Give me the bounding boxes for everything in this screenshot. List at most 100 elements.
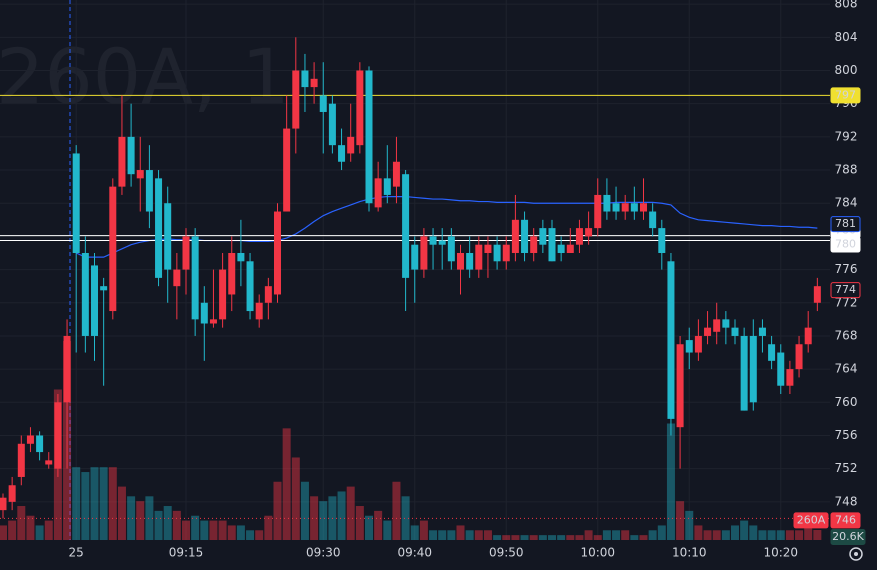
- volume-bar: [8, 520, 17, 540]
- volume-bar: [612, 530, 621, 540]
- price-badge-bg: [830, 87, 861, 104]
- volume-bar: [81, 472, 90, 540]
- candle-body: [200, 302, 208, 324]
- volume-bar: [200, 520, 209, 540]
- candle-body: [603, 194, 611, 212]
- candle-body: [45, 460, 53, 465]
- candle-body: [81, 252, 89, 336]
- candle-body: [612, 203, 620, 212]
- volume-bar: [712, 530, 721, 540]
- candle-body: [475, 244, 483, 270]
- candle-body: [228, 252, 236, 295]
- price-badge: 797: [835, 88, 856, 101]
- volume-bar: [776, 530, 785, 540]
- candle-body: [338, 145, 346, 162]
- volume-bar: [465, 530, 474, 540]
- candle-body: [722, 319, 730, 328]
- candle-body: [713, 319, 721, 332]
- volume-bar: [419, 520, 428, 540]
- x-tick-label: 10:00: [580, 546, 615, 560]
- candle-body: [136, 170, 144, 179]
- candle-body: [237, 252, 245, 262]
- candle-body: [127, 136, 135, 175]
- candle-body: [328, 103, 336, 146]
- volume-bar: [401, 496, 410, 540]
- candle-body: [365, 70, 373, 204]
- candle-body: [575, 228, 583, 245]
- y-tick-label: 764: [835, 362, 858, 376]
- volume-bar: [163, 506, 172, 540]
- candle-body: [521, 219, 529, 253]
- candle-body: [63, 335, 71, 403]
- last-price-badge: 774: [835, 283, 856, 296]
- y-tick-label: 808: [835, 0, 858, 11]
- volume-bar: [99, 467, 108, 540]
- volume-bar: [639, 535, 648, 540]
- volume-bar: [117, 486, 126, 540]
- volume-bar: [602, 530, 611, 540]
- candle-body: [255, 302, 263, 320]
- vwap-badge: 781: [835, 217, 856, 230]
- candle-body: [310, 78, 318, 88]
- candle-body: [548, 228, 556, 262]
- volume-bar: [767, 530, 776, 540]
- volume-bar: [483, 530, 492, 540]
- x-tick-label: 09:50: [489, 546, 524, 560]
- candle-body: [585, 228, 593, 237]
- x-tick-label: 25: [69, 546, 84, 560]
- x-tick-label: 09:30: [306, 546, 341, 560]
- candle-body: [420, 236, 428, 270]
- candle-body: [429, 236, 437, 245]
- volume-bar: [264, 515, 273, 540]
- volume-bar: [584, 530, 593, 540]
- watermark: 260A, 1: [0, 32, 290, 121]
- volume-bar: [502, 535, 511, 540]
- candle-body: [649, 211, 657, 229]
- volume-bar: [209, 520, 218, 540]
- candle-body: [72, 153, 80, 253]
- compare-badge: 746: [835, 513, 856, 526]
- volume-bar: [749, 525, 758, 540]
- candle-body: [8, 485, 16, 502]
- volume-bar: [456, 525, 465, 540]
- y-tick-label: 804: [835, 30, 858, 44]
- volume-bar: [246, 530, 255, 540]
- candle-body: [292, 70, 300, 129]
- candle-body: [91, 265, 98, 336]
- volume-bar: [621, 530, 630, 540]
- settings-icon[interactable]: [849, 547, 863, 561]
- volume-bar: [694, 525, 703, 540]
- y-tick-label: 776: [835, 262, 858, 276]
- candle-body: [630, 203, 638, 212]
- x-tick-label: 10:20: [763, 546, 798, 560]
- candle-body: [685, 340, 693, 353]
- y-tick-label: 800: [835, 63, 858, 77]
- x-tick-label: 09:15: [169, 546, 204, 560]
- volume-bar: [804, 525, 813, 540]
- volume-bar: [795, 530, 804, 540]
- candle-body: [749, 335, 757, 403]
- volume-bar: [17, 506, 26, 540]
- candle-body: [813, 286, 821, 303]
- candle-body: [283, 128, 291, 212]
- volume-bar: [511, 535, 520, 540]
- volume-bar: [703, 530, 712, 540]
- candle-body: [0, 497, 7, 511]
- volume-bar: [438, 530, 447, 540]
- price-badge-bg: [830, 236, 861, 253]
- y-tick-label: 752: [835, 461, 858, 475]
- candle-body: [319, 95, 327, 112]
- volume-bar: [731, 525, 739, 540]
- volume-bar: [758, 530, 767, 540]
- candle-body: [557, 244, 565, 253]
- volume-bar: [35, 525, 44, 540]
- volume-bar: [182, 520, 190, 540]
- volume-bar: [721, 530, 730, 540]
- candle-body: [301, 70, 309, 88]
- candle-body: [786, 369, 794, 386]
- volume-badge: 20.6K: [832, 530, 864, 543]
- candle-body: [530, 236, 538, 253]
- candle-body: [758, 327, 766, 336]
- y-tick-label: 768: [835, 328, 858, 342]
- x-tick-label: 09:40: [397, 546, 432, 560]
